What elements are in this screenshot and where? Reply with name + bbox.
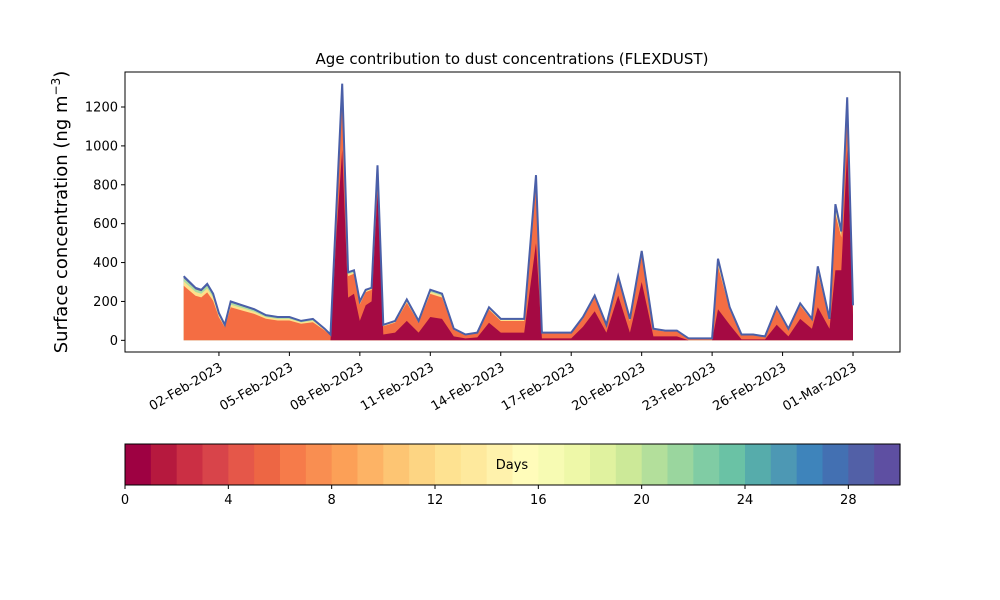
- x-tick-label: 17-Feb-2023: [499, 360, 578, 414]
- x-tick-label: 20-Feb-2023: [570, 360, 649, 414]
- colorbar-bin: [745, 444, 772, 485]
- colorbar-frame: [124, 443, 901, 486]
- plot-frame: [124, 71, 901, 353]
- y-tick-label: 1000: [85, 139, 118, 154]
- colorbar-bins: [125, 444, 901, 485]
- y-axis: 0 200 400 600 800 1000 1200: [85, 101, 125, 349]
- colorbar-bin: [796, 444, 824, 485]
- colorbar-bin: [435, 444, 462, 485]
- x-tick-label: 14-Feb-2023: [429, 360, 508, 414]
- y-tick-label: 200: [93, 295, 118, 310]
- x-tick-label: 08-Feb-2023: [288, 360, 367, 414]
- colorbar-bin: [822, 444, 849, 485]
- colorbar-bin: [280, 444, 307, 485]
- colorbar-bin: [641, 444, 669, 485]
- colorbar-bin: [615, 444, 643, 485]
- colorbar-bin: [202, 444, 229, 485]
- x-tick-label: 23-Feb-2023: [640, 360, 719, 414]
- colorbar-tick-label: 24: [737, 493, 754, 508]
- y-tick-label: 0: [110, 334, 118, 349]
- colorbar-tick-label: 4: [224, 493, 232, 508]
- colorbar-bin: [305, 444, 333, 485]
- colorbar-bin: [331, 444, 359, 485]
- colorbar-bin: [719, 444, 746, 485]
- colorbar-ticks: 0 4 8 12 16 20 24 28: [121, 485, 857, 508]
- plot-background: [125, 72, 900, 352]
- colorbar: Days 0 4 8 12 16 20 24 28: [121, 443, 901, 508]
- colorbar-tick-label: 16: [530, 493, 547, 508]
- colorbar-bin: [512, 444, 539, 485]
- y-axis-label: Surface concentration (ng m−3): [49, 71, 72, 354]
- x-tick-label: 01-Mar-2023: [780, 360, 859, 414]
- colorbar-tick-label: 28: [840, 493, 857, 508]
- y-tick-label: 800: [93, 178, 118, 193]
- colorbar-bin: [176, 444, 204, 485]
- x-tick-label: 11-Feb-2023: [358, 360, 437, 414]
- colorbar-bin: [125, 444, 152, 485]
- colorbar-bin: [693, 444, 720, 485]
- colorbar-bin: [409, 444, 436, 485]
- colorbar-tick-label: 0: [121, 493, 129, 508]
- colorbar-bin: [228, 444, 255, 485]
- colorbar-bin: [254, 444, 281, 485]
- x-tick-label: 02-Feb-2023: [147, 360, 226, 414]
- colorbar-bin: [150, 444, 178, 485]
- plot-area: 0 200 400 600 800 1000 1200 02-Feb-202305-Feb-…: [85, 71, 901, 415]
- colorbar-bin: [770, 444, 798, 485]
- colorbar-label: Days: [496, 458, 529, 473]
- colorbar-bin: [486, 444, 514, 485]
- colorbar-bin: [590, 444, 617, 485]
- chart-title: Age contribution to dust concentrations …: [316, 50, 709, 68]
- colorbar-bin: [538, 444, 565, 485]
- colorbar-bin: [357, 444, 384, 485]
- colorbar-tick-label: 8: [328, 493, 336, 508]
- x-tick-label: 26-Feb-2023: [711, 360, 790, 414]
- colorbar-bin: [383, 444, 410, 485]
- age-stack-areas: [182, 83, 854, 341]
- x-tick-label: 05-Feb-2023: [217, 360, 296, 414]
- colorbar-tick-label: 12: [427, 493, 444, 508]
- y-tick-label: 1200: [85, 101, 118, 116]
- colorbar-bin: [460, 444, 488, 485]
- colorbar-bin: [874, 444, 901, 485]
- colorbar-bin: [848, 444, 875, 485]
- age-band-young-mid: [183, 93, 853, 341]
- x-axis: 02-Feb-202305-Feb-202308-Feb-202311-Feb-…: [147, 352, 860, 415]
- y-tick-label: 400: [93, 256, 118, 271]
- colorbar-tick-label: 20: [633, 493, 650, 508]
- y-tick-label: 600: [93, 217, 118, 232]
- total-concentration-line: [182, 83, 854, 340]
- colorbar-bin: [564, 444, 591, 485]
- colorbar-bin: [667, 444, 694, 485]
